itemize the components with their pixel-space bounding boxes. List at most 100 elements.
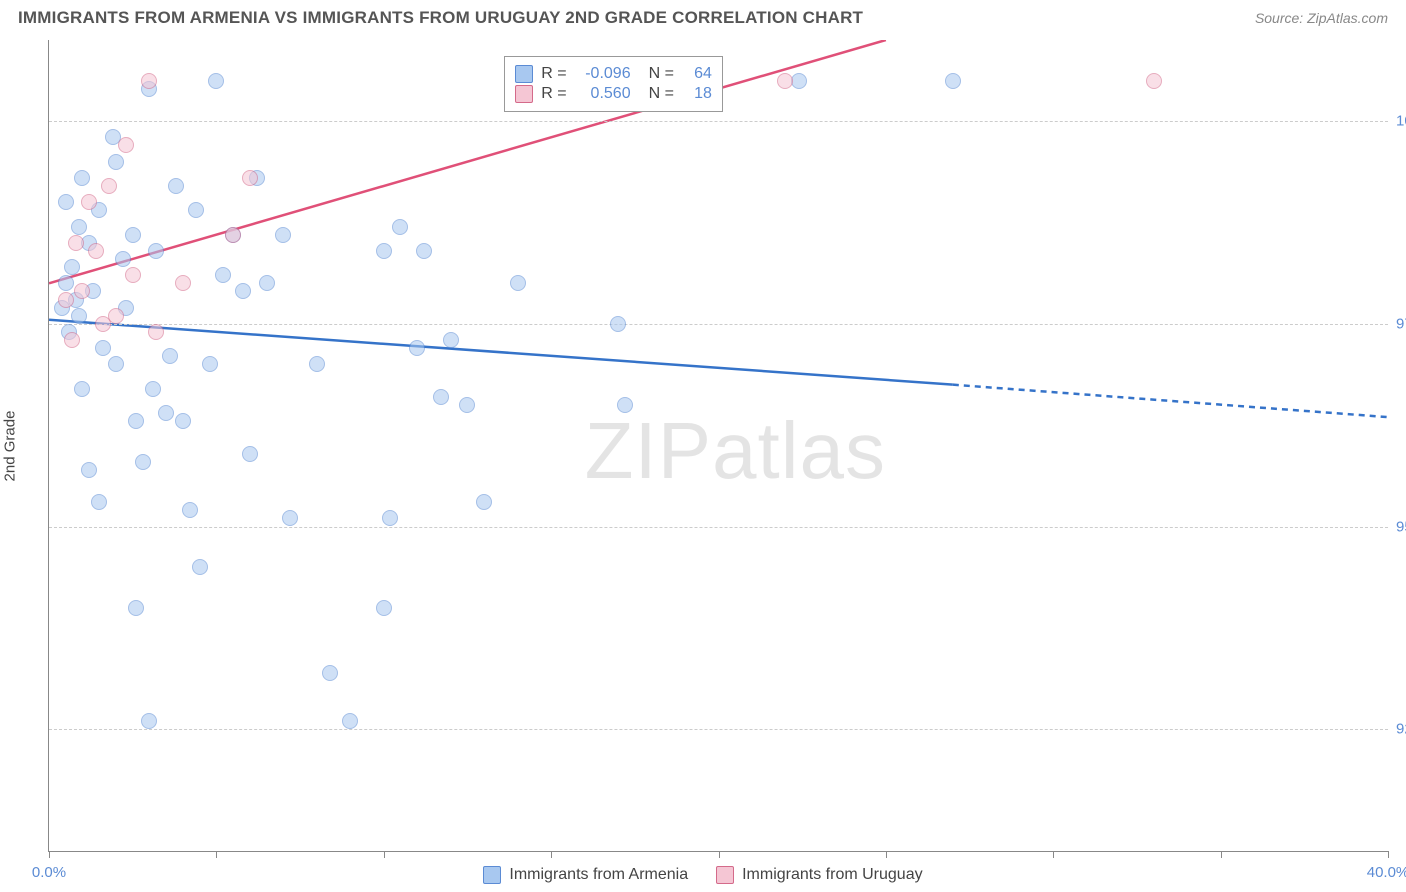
scatter-point bbox=[433, 389, 449, 405]
scatter-point bbox=[235, 283, 251, 299]
x-tick bbox=[551, 851, 552, 858]
y-tick-label: 92.5% bbox=[1396, 721, 1406, 738]
scatter-point bbox=[125, 267, 141, 283]
scatter-point bbox=[95, 340, 111, 356]
scatter-point bbox=[242, 170, 258, 186]
scatter-point bbox=[58, 275, 74, 291]
scatter-point bbox=[108, 356, 124, 372]
scatter-point bbox=[162, 348, 178, 364]
stat-row: R = 0.560 N = 18 bbox=[515, 85, 712, 103]
stat-swatch-icon bbox=[515, 65, 533, 83]
scatter-point bbox=[175, 413, 191, 429]
stat-r-label: R = bbox=[541, 65, 566, 83]
scatter-point bbox=[510, 275, 526, 291]
scatter-point bbox=[1146, 73, 1162, 89]
stat-n-value: 18 bbox=[682, 85, 712, 103]
scatter-point bbox=[108, 308, 124, 324]
scatter-point bbox=[175, 275, 191, 291]
x-tick bbox=[1053, 851, 1054, 858]
correlation-stats-box: R = -0.096 N = 64 R = 0.560 N = 18 bbox=[504, 56, 723, 112]
scatter-point bbox=[108, 154, 124, 170]
scatter-point bbox=[476, 494, 492, 510]
scatter-point bbox=[81, 462, 97, 478]
stat-n-label: N = bbox=[649, 85, 674, 103]
scatter-point bbox=[376, 600, 392, 616]
scatter-point bbox=[158, 405, 174, 421]
legend-item-uruguay: Immigrants from Uruguay bbox=[716, 866, 923, 884]
y-tick-label: 95.0% bbox=[1396, 518, 1406, 535]
y-axis-title: 2nd Grade bbox=[2, 411, 19, 482]
scatter-point bbox=[309, 356, 325, 372]
x-tick bbox=[384, 851, 385, 858]
stat-n-label: N = bbox=[649, 65, 674, 83]
chart-title: IMMIGRANTS FROM ARMENIA VS IMMIGRANTS FR… bbox=[18, 8, 863, 28]
scatter-point bbox=[74, 170, 90, 186]
scatter-point bbox=[202, 356, 218, 372]
scatter-point bbox=[382, 510, 398, 526]
scatter-point bbox=[74, 283, 90, 299]
scatter-point bbox=[145, 381, 161, 397]
x-tick bbox=[1221, 851, 1222, 858]
scatter-point bbox=[416, 243, 432, 259]
chart-area: ZIPatlas R = -0.096 N = 64 R = 0.560 N =… bbox=[48, 40, 1388, 852]
scatter-point bbox=[225, 227, 241, 243]
scatter-point bbox=[182, 502, 198, 518]
scatter-point bbox=[128, 413, 144, 429]
scatter-point bbox=[58, 194, 74, 210]
scatter-point bbox=[141, 713, 157, 729]
legend-label: Immigrants from Armenia bbox=[509, 866, 688, 884]
scatter-point bbox=[208, 73, 224, 89]
scatter-point bbox=[68, 235, 84, 251]
scatter-point bbox=[443, 332, 459, 348]
watermark: ZIPatlas bbox=[585, 405, 886, 497]
legend-label: Immigrants from Uruguay bbox=[742, 866, 923, 884]
gridline bbox=[49, 324, 1388, 325]
scatter-point bbox=[58, 292, 74, 308]
legend-swatch-icon bbox=[716, 866, 734, 884]
scatter-point bbox=[275, 227, 291, 243]
scatter-point bbox=[617, 397, 633, 413]
y-tick-label: 100.0% bbox=[1396, 113, 1406, 130]
scatter-point bbox=[610, 316, 626, 332]
stat-r-value: 0.560 bbox=[575, 85, 631, 103]
x-tick bbox=[719, 851, 720, 858]
stat-r-value: -0.096 bbox=[575, 65, 631, 83]
bottom-legend: Immigrants from Armenia Immigrants from … bbox=[0, 866, 1406, 884]
scatter-point bbox=[259, 275, 275, 291]
gridline bbox=[49, 121, 1388, 122]
scatter-point bbox=[64, 332, 80, 348]
scatter-point bbox=[81, 194, 97, 210]
x-tick bbox=[1388, 851, 1389, 858]
stat-r-label: R = bbox=[541, 85, 566, 103]
scatter-point bbox=[409, 340, 425, 356]
scatter-point bbox=[459, 397, 475, 413]
plot-region: ZIPatlas R = -0.096 N = 64 R = 0.560 N =… bbox=[48, 40, 1388, 852]
legend-item-armenia: Immigrants from Armenia bbox=[483, 866, 688, 884]
stat-swatch-icon bbox=[515, 85, 533, 103]
scatter-point bbox=[71, 219, 87, 235]
stat-row: R = -0.096 N = 64 bbox=[515, 65, 712, 83]
scatter-point bbox=[88, 243, 104, 259]
scatter-point bbox=[322, 665, 338, 681]
scatter-point bbox=[64, 259, 80, 275]
y-tick-label: 97.5% bbox=[1396, 315, 1406, 332]
scatter-point bbox=[141, 73, 157, 89]
scatter-point bbox=[168, 178, 184, 194]
gridline bbox=[49, 527, 1388, 528]
scatter-point bbox=[71, 308, 87, 324]
scatter-point bbox=[342, 713, 358, 729]
scatter-point bbox=[91, 494, 107, 510]
legend-swatch-icon bbox=[483, 866, 501, 884]
scatter-point bbox=[945, 73, 961, 89]
stat-n-value: 64 bbox=[682, 65, 712, 83]
scatter-point bbox=[148, 243, 164, 259]
scatter-point bbox=[128, 600, 144, 616]
scatter-point bbox=[115, 251, 131, 267]
scatter-point bbox=[74, 381, 90, 397]
scatter-point bbox=[188, 202, 204, 218]
gridline bbox=[49, 729, 1388, 730]
scatter-point bbox=[215, 267, 231, 283]
scatter-point bbox=[392, 219, 408, 235]
scatter-point bbox=[376, 243, 392, 259]
source-label: Source: ZipAtlas.com bbox=[1255, 10, 1388, 26]
